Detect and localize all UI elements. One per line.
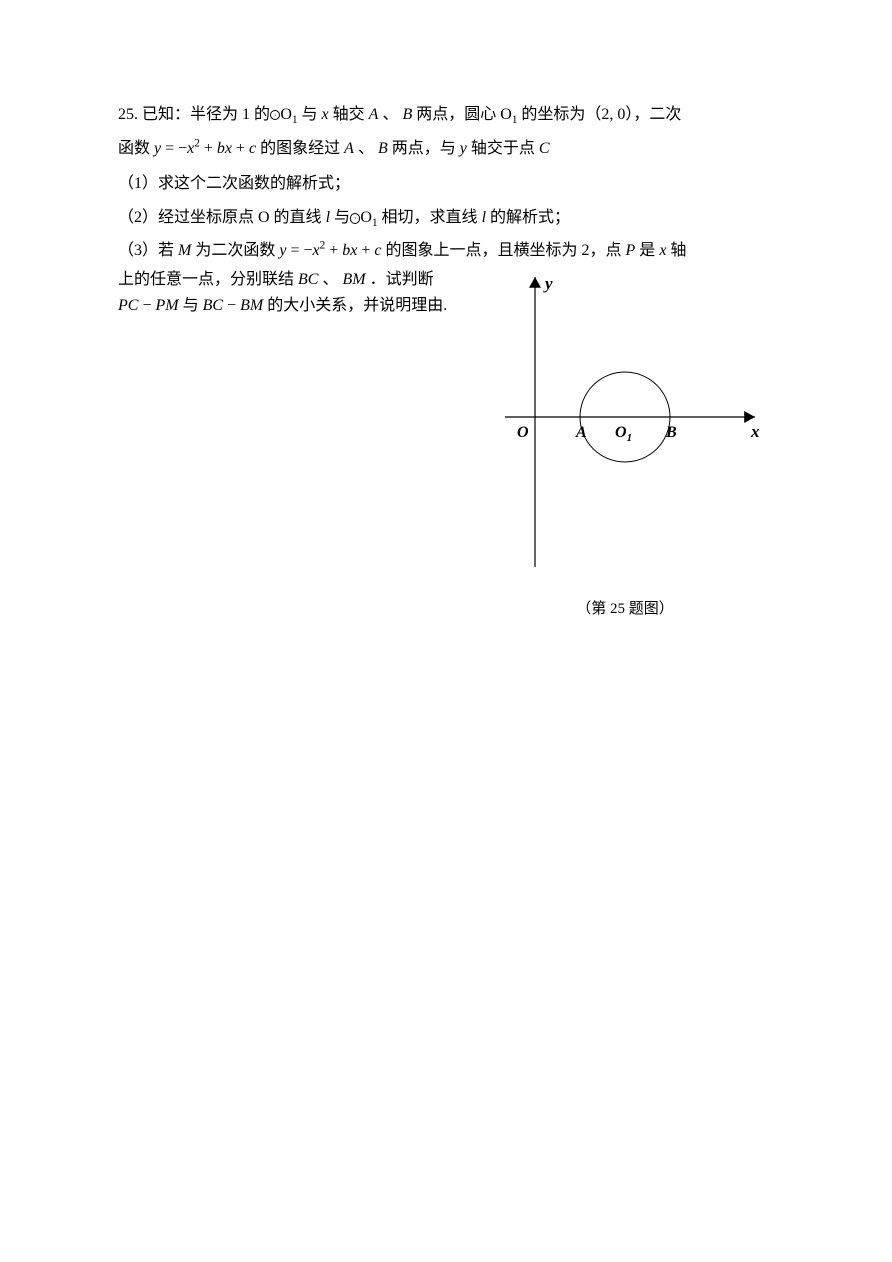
text: 、 [382, 106, 398, 123]
text: 相切，求直线 [382, 209, 478, 226]
l-var: l [326, 209, 330, 226]
text: （2）经过坐标原点 O 的直线 [118, 209, 322, 226]
svg-text:y: y [543, 274, 553, 293]
text: 轴 [670, 242, 686, 259]
BM: BM [342, 271, 365, 288]
text: 轴交于点 [471, 140, 535, 157]
text: 与 [334, 209, 350, 226]
text: 、 [322, 271, 338, 288]
B: B [378, 140, 388, 157]
x-var-3: x [659, 242, 666, 259]
text: 两点，与 [392, 140, 456, 157]
figure-column: y x O A B O1 （第 25 题图） [475, 267, 775, 623]
svg-text:x: x [750, 422, 760, 441]
A: A [369, 106, 379, 123]
b-var: b [217, 140, 225, 157]
x-var-2: x [225, 140, 232, 157]
content-row: 上的任意一点，分别联结 BC 、 BM ．试判断 PC − PM 与 BC − … [118, 267, 798, 623]
eq: = − [286, 242, 312, 259]
B: B [402, 106, 412, 123]
coordinate-figure: y x O A B O1 [475, 267, 775, 577]
c-var: c [374, 242, 381, 259]
text: 、 [358, 140, 374, 157]
text: ．试判断 [370, 271, 434, 288]
text: 与 [302, 106, 318, 123]
text: 的图象上一点，且横坐标为 2，点 [386, 242, 622, 259]
BC: BC [203, 297, 223, 314]
page: 25. 已知：半径为 1 的·O1 与 x 轴交 A 、 B 两点，圆心 O1 … [0, 0, 892, 1262]
o1-label: O [280, 106, 292, 123]
o1-sub: 1 [372, 217, 378, 229]
text: 函数 [118, 140, 150, 157]
c-var: c [249, 140, 256, 157]
x-var: x [313, 242, 320, 259]
text: 与 [183, 297, 199, 314]
o1-label: O [360, 209, 372, 226]
question-3-line-a: （3）若 M 为二次函数 y = −x2 + bx + c 的图象上一点，且横坐… [118, 238, 798, 264]
text: 上的任意一点，分别联结 [118, 271, 294, 288]
plus-c: + [357, 242, 374, 259]
text: （3）若 [118, 242, 174, 259]
text: 的大小关系，并说明理由. [267, 297, 447, 314]
svg-text:O: O [517, 424, 529, 441]
o1-label-2: O [500, 106, 512, 123]
problem-intro-line-2: 函数 y = −x2 + bx + c 的图象经过 A 、 B 两点，与 y 轴… [118, 134, 798, 164]
plus-b: + [200, 140, 217, 157]
text: 是 [639, 242, 655, 259]
text: 两点，圆心 [416, 106, 496, 123]
text: 轴交 [333, 106, 365, 123]
eq: = − [161, 140, 187, 157]
plus-b: + [325, 242, 342, 259]
circle-symbol: · [350, 213, 360, 223]
text: 的解析式； [490, 209, 570, 226]
problem-number: 25. [118, 106, 138, 123]
C: C [539, 140, 550, 157]
minus1: − [138, 297, 155, 314]
y-var-2: y [460, 140, 467, 157]
q3-and-figure-row: （3）若 M 为二次函数 y = −x2 + bx + c 的图象上一点，且横坐… [118, 238, 798, 623]
o1-sub: 1 [292, 114, 298, 126]
BC: BC [298, 271, 318, 288]
question-2: （2）经过坐标原点 O 的直线 l 与·O1 相切，求直线 l 的解析式； [118, 203, 798, 233]
question-3-line-b: 上的任意一点，分别联结 BC 、 BM ．试判断 [118, 267, 463, 293]
problem-intro-line-1: 25. 已知：半径为 1 的·O1 与 x 轴交 A 、 B 两点，圆心 O1 … [118, 100, 798, 130]
o1-sub-2: 1 [512, 114, 518, 126]
question-3-line-c: PC − PM 与 BC − BM 的大小关系，并说明理由. [118, 293, 463, 319]
x-var: x [322, 106, 329, 123]
minus2: − [223, 297, 240, 314]
text: 为二次函数 [195, 242, 275, 259]
BM: BM [240, 297, 263, 314]
question-1: （1）求这个二次函数的解析式； [118, 169, 798, 199]
circle-symbol: · [270, 110, 280, 120]
svg-text:A: A [575, 424, 587, 441]
text: 的坐标为（2, 0），二次 [521, 106, 681, 123]
q3-left-text: 上的任意一点，分别联结 BC 、 BM ．试判断 PC − PM 与 BC − … [118, 267, 463, 318]
text: 的图象经过 [260, 140, 340, 157]
svg-text:O1: O1 [615, 424, 632, 444]
PM: PM [155, 297, 178, 314]
M: M [178, 242, 191, 259]
PC: PC [118, 297, 138, 314]
A: A [344, 140, 354, 157]
P: P [626, 242, 636, 259]
svg-text:B: B [665, 424, 677, 441]
figure-caption: （第 25 题图） [475, 595, 775, 624]
l-var-2: l [482, 209, 486, 226]
text: 已知：半径为 1 的 [142, 106, 270, 123]
plus-c: + [232, 140, 249, 157]
